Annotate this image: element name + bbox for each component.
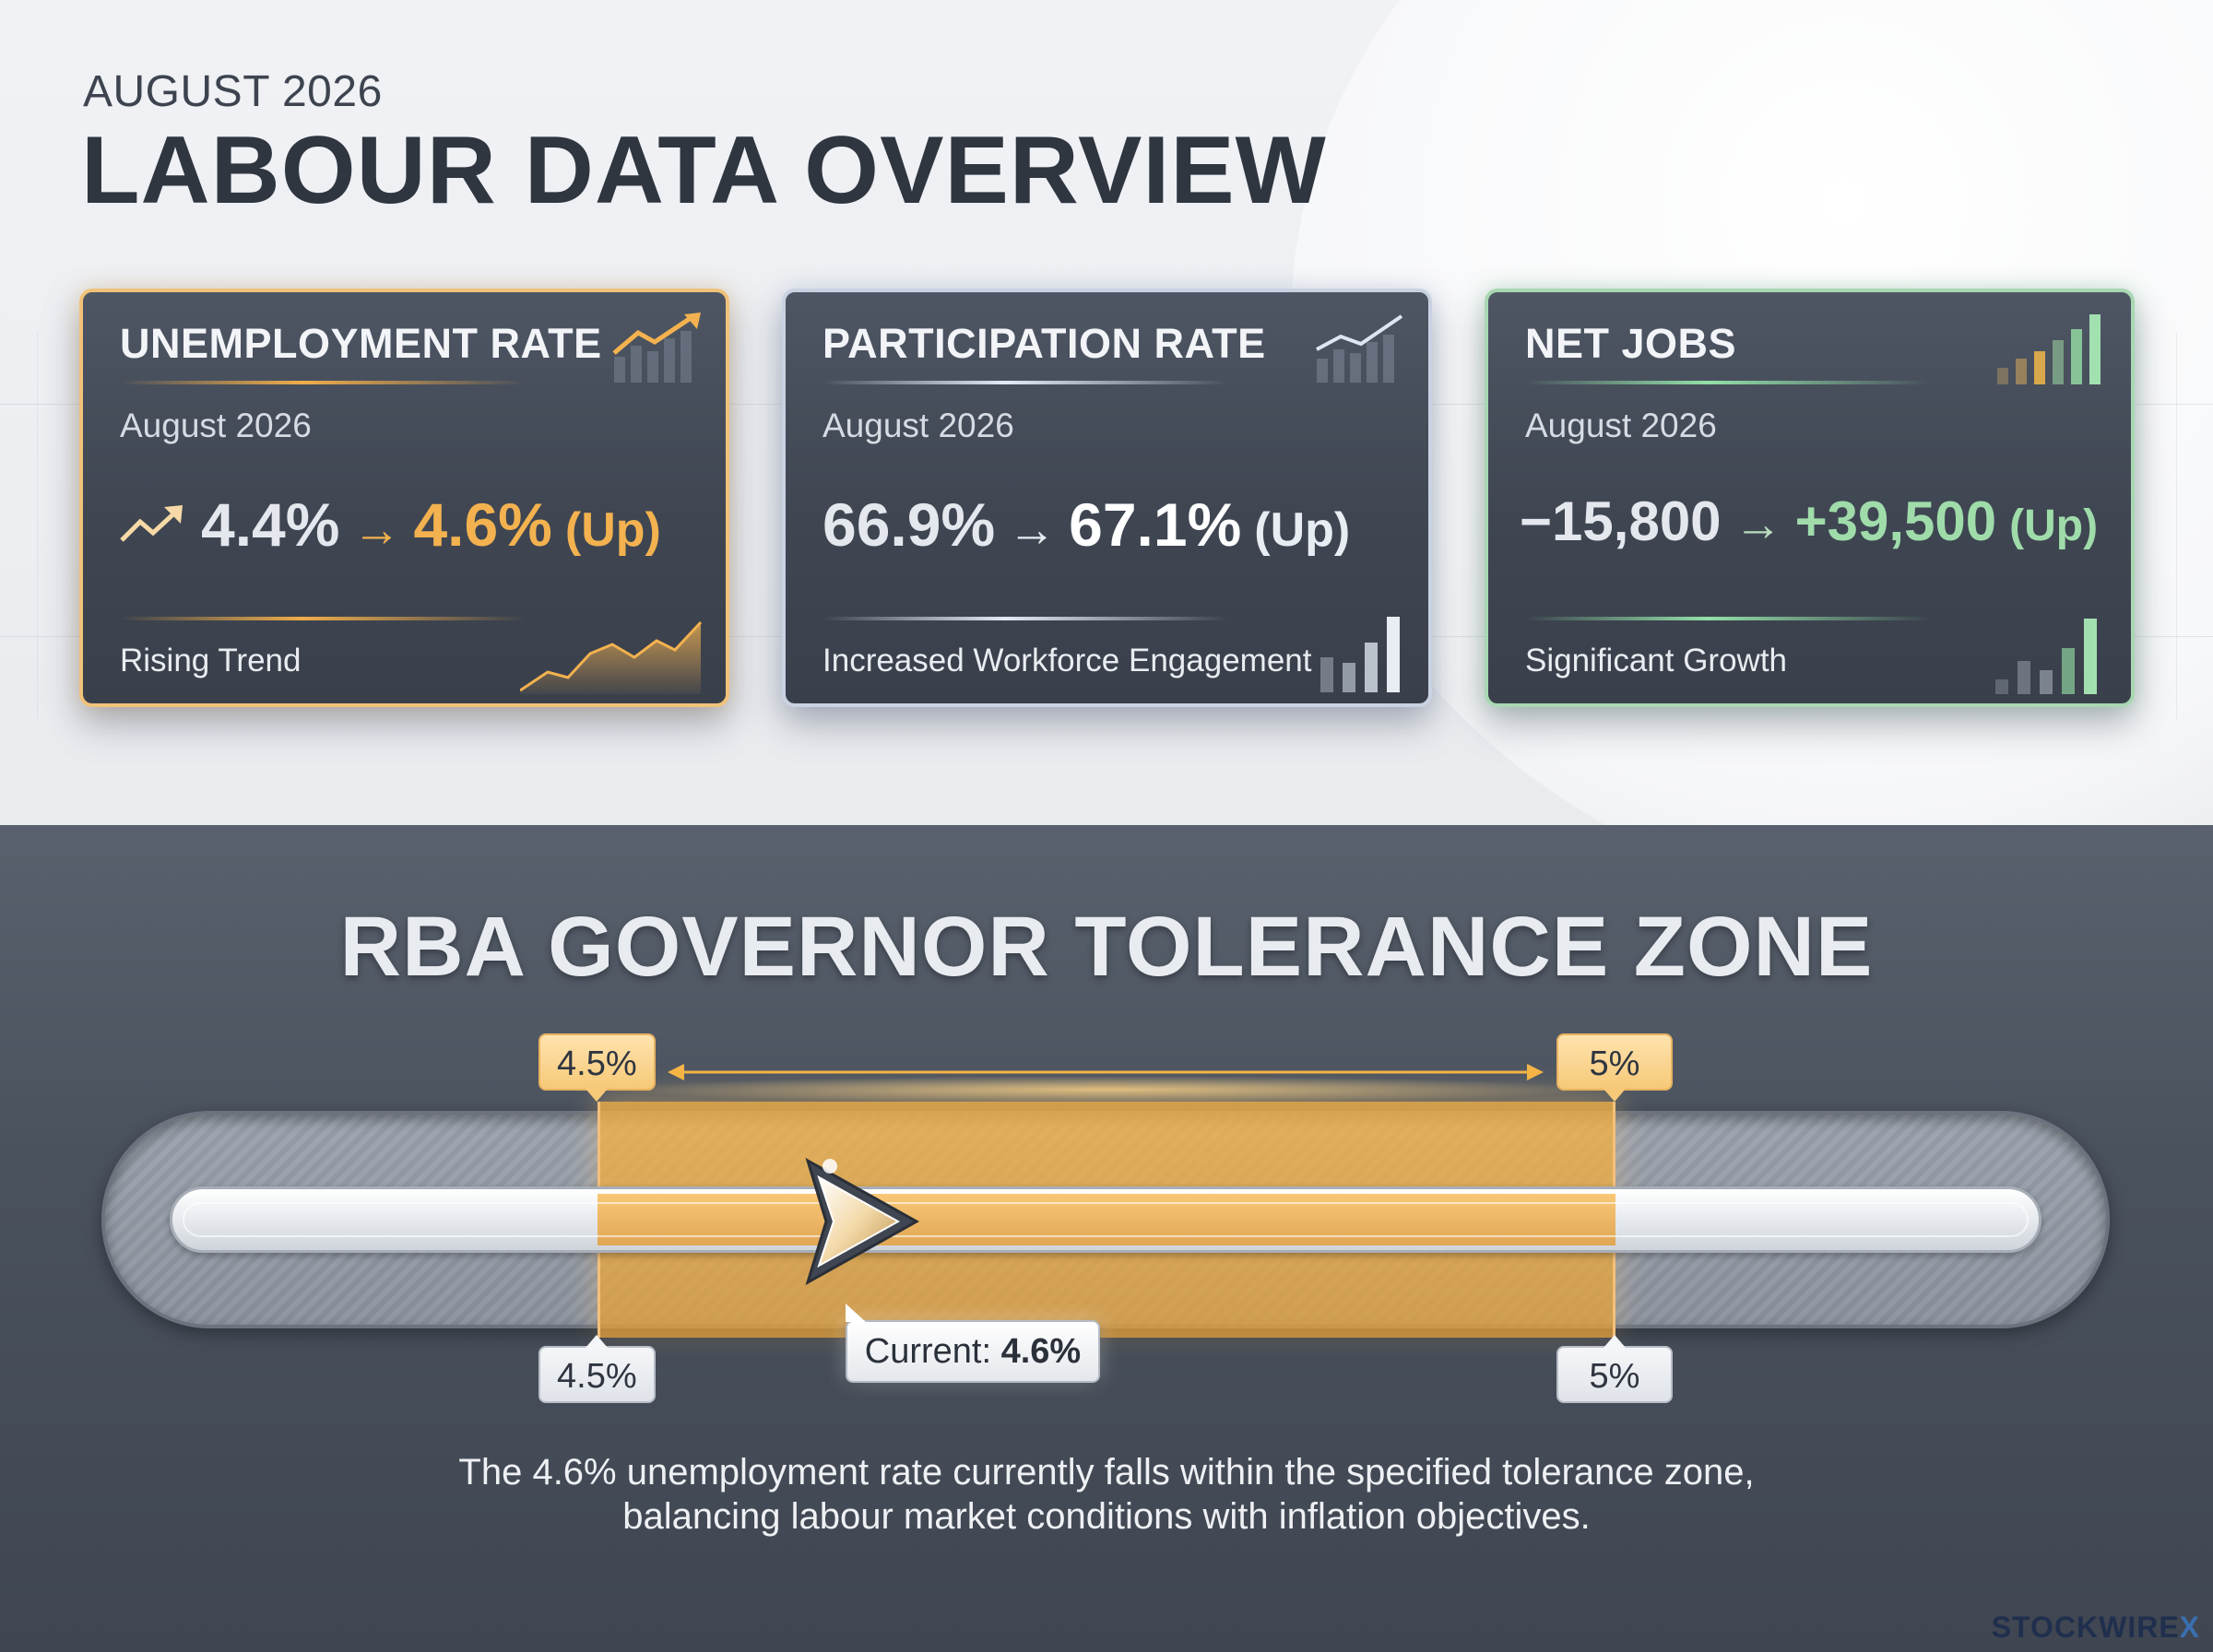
divider (120, 381, 526, 384)
zone-description: The 4.6% unemployment rate currently fal… (0, 1450, 2213, 1539)
lower-bound-tag: 4.5% (538, 1335, 656, 1403)
zone-glow (609, 1076, 1604, 1103)
current-value: 4.6% (413, 490, 552, 559)
lower-bound-label: 4.5% (557, 1357, 637, 1396)
brand-mark: X (2179, 1611, 2200, 1644)
card-title: PARTICIPATION RATE (822, 320, 1266, 367)
tag-pointer (1604, 1089, 1626, 1102)
divider (1525, 381, 1931, 384)
divider (1525, 617, 1931, 620)
previous-value: 66.9% (822, 490, 996, 559)
grid-line (37, 332, 38, 719)
overview-section: AUGUST 2026 LABOUR DATA OVERVIEW UNEMPLO… (0, 0, 2213, 825)
brand-logo: STOCKWIREX (1991, 1611, 2200, 1645)
participation-rate-card: PARTICIPATION RATE August 2026 66.9% → 6… (782, 289, 1432, 707)
rising-bar-chart-icon (612, 313, 701, 383)
card-date: August 2026 (120, 407, 312, 444)
bar-chart-icon (1995, 619, 2097, 694)
change-arrow-icon: → (352, 503, 401, 557)
card-subtitle: Increased Workforce Engagement (822, 643, 1312, 678)
tag-pointer (1604, 1335, 1626, 1348)
bar-chart-icon (1320, 617, 1400, 692)
card-subtitle: Significant Growth (1525, 643, 1788, 678)
direction-label: (Up) (564, 503, 661, 557)
card-subtitle: Rising Trend (120, 643, 302, 678)
trend-up-icon (120, 505, 183, 542)
callout-pointer (846, 1304, 866, 1322)
net-jobs-card: NET JOBS August 2026 −15,800 → +39,500 (… (1485, 289, 2135, 707)
area-chart-icon (520, 620, 703, 694)
lower-bound-tag: 4.5% (538, 1033, 656, 1102)
current-value: +39,500 (1794, 490, 1997, 552)
divider (822, 381, 1228, 384)
direction-label: (Up) (2009, 502, 2099, 550)
report-date-kicker: AUGUST 2026 (83, 67, 383, 116)
current-value-callout: Current: 4.6% (846, 1304, 1100, 1383)
unemployment-rate-card: UNEMPLOYMENT RATE August 2026 4.4% → 4.6… (79, 289, 729, 707)
bar-chart-icon (1997, 314, 2101, 384)
direction-label: (Up) (1254, 503, 1351, 557)
tolerance-zone-section: RBA GOVERNOR TOLERANCE ZONE 4.5% 5% 4.5%… (0, 825, 2213, 1652)
divider (822, 617, 1228, 620)
previous-value: −15,800 (1520, 490, 1722, 552)
value-change: 66.9% → 67.1% (Up) (822, 490, 1350, 560)
card-date: August 2026 (1525, 407, 1717, 444)
description-line: The 4.6% unemployment rate currently fal… (458, 1452, 1755, 1493)
upper-bound-label: 5% (1589, 1357, 1640, 1396)
value-change: −15,800 → +39,500 (Up) (1520, 490, 2098, 553)
current-value: 4.6% (1000, 1332, 1082, 1371)
range-double-arrow-icon (668, 1064, 1544, 1080)
current-rate-marker-icon (805, 1157, 920, 1286)
upper-bound-tag: 5% (1556, 1335, 1673, 1403)
upper-bound-tag: 5% (1556, 1033, 1673, 1102)
card-title: UNEMPLOYMENT RATE (120, 320, 602, 367)
brand-name: STOCKWIRE (1991, 1611, 2180, 1644)
tag-pointer (586, 1089, 609, 1102)
grid-line (2176, 332, 2177, 719)
lower-bound-label: 4.5% (557, 1044, 637, 1083)
description-line: balancing labour market conditions with … (622, 1496, 1591, 1537)
line-bar-chart-icon (1316, 314, 1403, 383)
card-title: NET JOBS (1525, 320, 1737, 367)
divider (120, 617, 526, 620)
upper-bound-label: 5% (1589, 1044, 1640, 1083)
previous-value: 4.4% (201, 490, 340, 559)
rate-slider-groove (183, 1202, 2029, 1237)
current-prefix: Current: (864, 1332, 1001, 1371)
value-change: 4.4% → 4.6% (Up) (120, 490, 661, 560)
current-value: 67.1% (1069, 490, 1242, 559)
change-arrow-icon: → (1734, 498, 1782, 551)
section-title: RBA GOVERNOR TOLERANCE ZONE (339, 900, 1874, 994)
card-date: August 2026 (822, 407, 1014, 444)
page-title: LABOUR DATA OVERVIEW (81, 117, 1327, 224)
change-arrow-icon: → (1008, 503, 1057, 557)
tag-pointer (586, 1335, 609, 1348)
